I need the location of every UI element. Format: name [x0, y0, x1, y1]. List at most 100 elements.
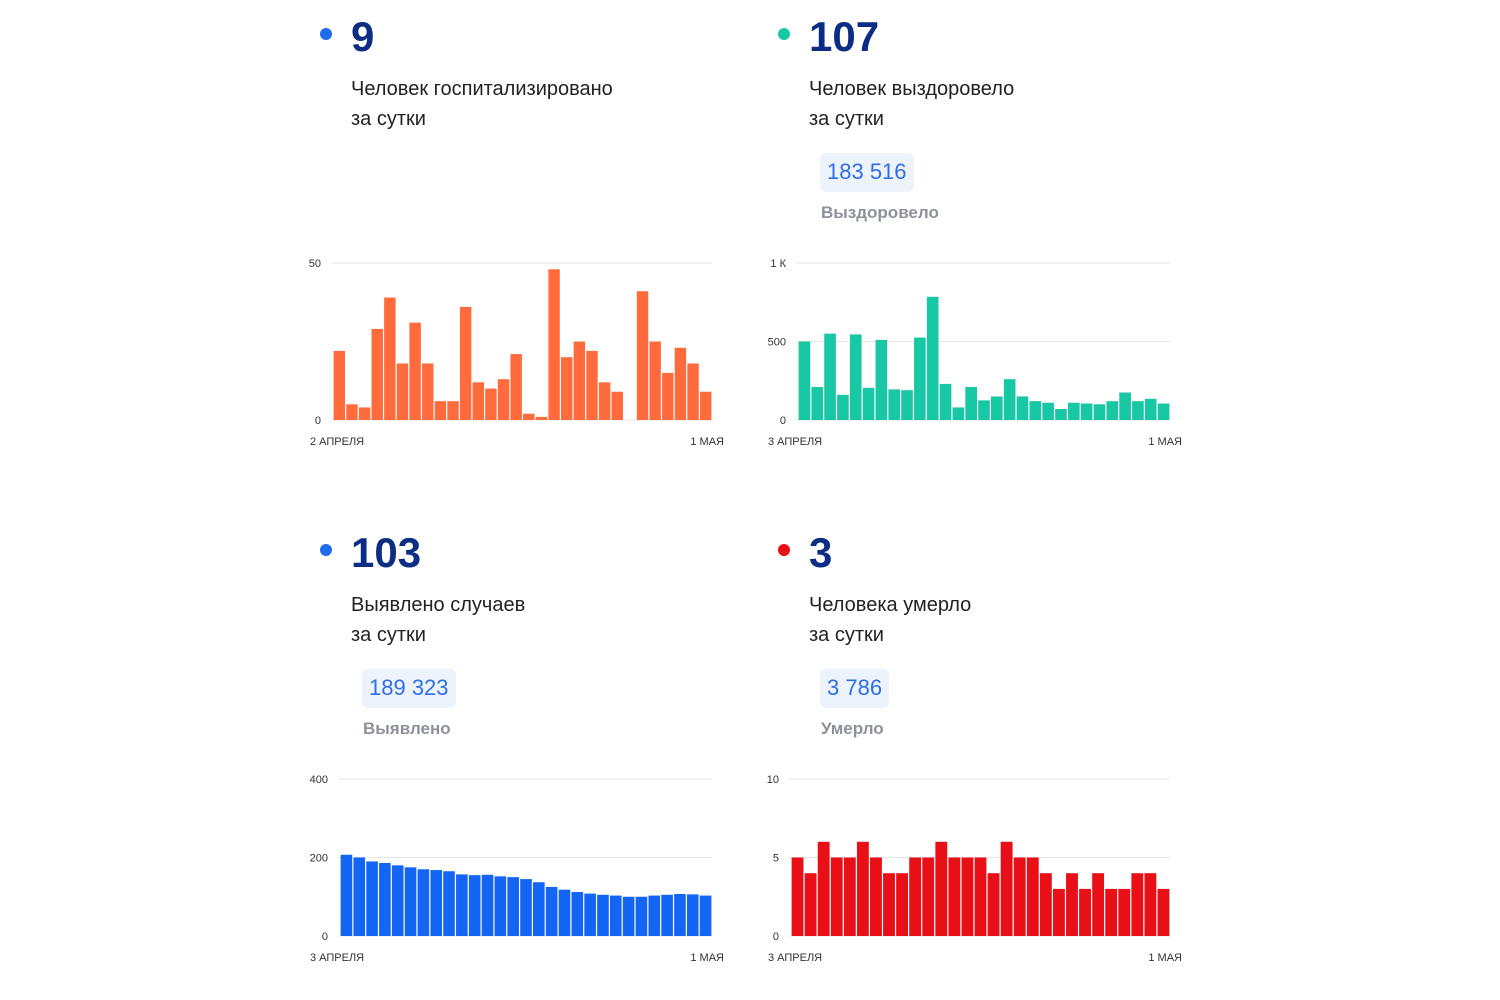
- y-tick-label: 5: [773, 853, 779, 865]
- bar: [497, 379, 510, 420]
- bar: [662, 372, 674, 420]
- caption: Человека умерло за сутки: [809, 590, 971, 650]
- bar: [896, 873, 909, 936]
- bar-chart: 0 500 1 К 3 АПРЕЛЯ 1 МАЯ: [768, 258, 1182, 448]
- bar: [699, 895, 712, 936]
- y-tick-label: 500: [768, 337, 786, 349]
- caption-line-1: Человека умерло: [809, 594, 972, 616]
- bar: [965, 387, 977, 420]
- bar: [417, 869, 430, 936]
- bar: [353, 857, 366, 936]
- bar: [935, 841, 948, 936]
- x-start-label: 3 АПРЕЛЯ: [310, 952, 364, 964]
- bar: [558, 889, 571, 936]
- bar: [571, 892, 584, 936]
- bar: [952, 407, 965, 420]
- bar: [939, 383, 952, 420]
- bar: [510, 354, 522, 420]
- bar: [1026, 857, 1039, 936]
- caption: Человек госпитализировано за сутки: [351, 74, 613, 134]
- bar: [1118, 888, 1131, 936]
- caption-line-1: Человек госпитализировано: [351, 78, 613, 100]
- bar: [961, 857, 974, 936]
- bar: [611, 391, 623, 420]
- bar: [622, 896, 635, 936]
- bar: [535, 416, 548, 420]
- bar: [1092, 873, 1105, 936]
- bar: [584, 893, 596, 936]
- bar: [991, 396, 1003, 420]
- caption: Человек выздоровело за сутки: [809, 74, 1014, 134]
- bar: [422, 363, 434, 420]
- bar: [914, 337, 926, 420]
- bar: [545, 886, 558, 936]
- bar: [1144, 398, 1157, 420]
- caption-line-2: за сутки: [809, 624, 884, 646]
- y-tick-label: 400: [310, 774, 328, 786]
- total-badge: 3 786: [820, 669, 890, 708]
- daily-number: 9: [351, 13, 375, 60]
- bar: [1093, 404, 1106, 420]
- bar: [635, 896, 648, 936]
- bar: [811, 387, 824, 420]
- bar: [430, 870, 443, 936]
- bar: [856, 841, 869, 936]
- bar: [391, 865, 404, 936]
- bar: [875, 339, 888, 420]
- bar: [586, 350, 598, 420]
- caption-line-2: за сутки: [809, 108, 884, 130]
- bar: [837, 394, 849, 420]
- bar: [687, 363, 699, 420]
- bar: [481, 874, 494, 936]
- bar: [533, 882, 545, 936]
- bar: [791, 857, 804, 936]
- bar: [598, 382, 611, 420]
- bar: [507, 877, 519, 936]
- bar: [686, 894, 699, 936]
- y-tick-label: 0: [315, 415, 321, 427]
- y-tick-label: 0: [322, 931, 328, 943]
- bar: [926, 296, 939, 420]
- caption-line-1: Человек выздоровело: [809, 78, 1015, 100]
- bar: [830, 857, 843, 936]
- bar: [1119, 392, 1131, 420]
- bar: [843, 857, 856, 936]
- bar: [1000, 841, 1013, 936]
- x-start-label: 3 АПРЕЛЯ: [768, 436, 822, 448]
- bar: [409, 322, 421, 420]
- x-start-label: 3 АПРЕЛЯ: [768, 952, 822, 964]
- bar: [1042, 402, 1054, 420]
- bar: [1016, 396, 1029, 420]
- y-tick-label: 50: [309, 258, 321, 270]
- bar: [1079, 888, 1091, 936]
- y-tick-label: 0: [773, 931, 779, 943]
- bar: [888, 389, 901, 420]
- bar: [901, 390, 913, 420]
- panel-deaths: 3 Человека умерло за сутки 3 786 Умерло …: [758, 526, 1198, 996]
- bar: [1080, 403, 1093, 420]
- daily-number: 103: [351, 529, 422, 576]
- total-label: Умерло: [821, 719, 884, 738]
- caption-line-1: Выявлено случаев: [351, 594, 526, 616]
- bar: [1029, 401, 1042, 420]
- bar: [597, 894, 609, 936]
- y-tick-label: 10: [767, 774, 779, 786]
- bar: [494, 876, 507, 936]
- bar: [379, 862, 391, 936]
- bar: [384, 297, 396, 420]
- panel-cases: 103 Выявлено случаев за сутки 189 323 Вы…: [300, 526, 740, 996]
- bar: [340, 854, 353, 936]
- x-start-label: 2 АПРЕЛЯ: [310, 436, 364, 448]
- bar: [870, 857, 882, 936]
- bar: [1106, 401, 1119, 420]
- x-end-label: 1 МАЯ: [1148, 436, 1182, 448]
- bar: [1132, 401, 1144, 420]
- bar-chart: 0 200 400 3 АПРЕЛЯ 1 МАЯ: [310, 774, 724, 964]
- bar: [371, 328, 383, 420]
- series-dot-icon: [320, 544, 332, 556]
- total-badge: 189 323: [362, 669, 456, 708]
- panel-recovered: 107 Человек выздоровело за сутки 183 516…: [758, 10, 1198, 480]
- bar: [909, 857, 922, 936]
- bar: [346, 404, 358, 420]
- caption-line-2: за сутки: [351, 108, 426, 130]
